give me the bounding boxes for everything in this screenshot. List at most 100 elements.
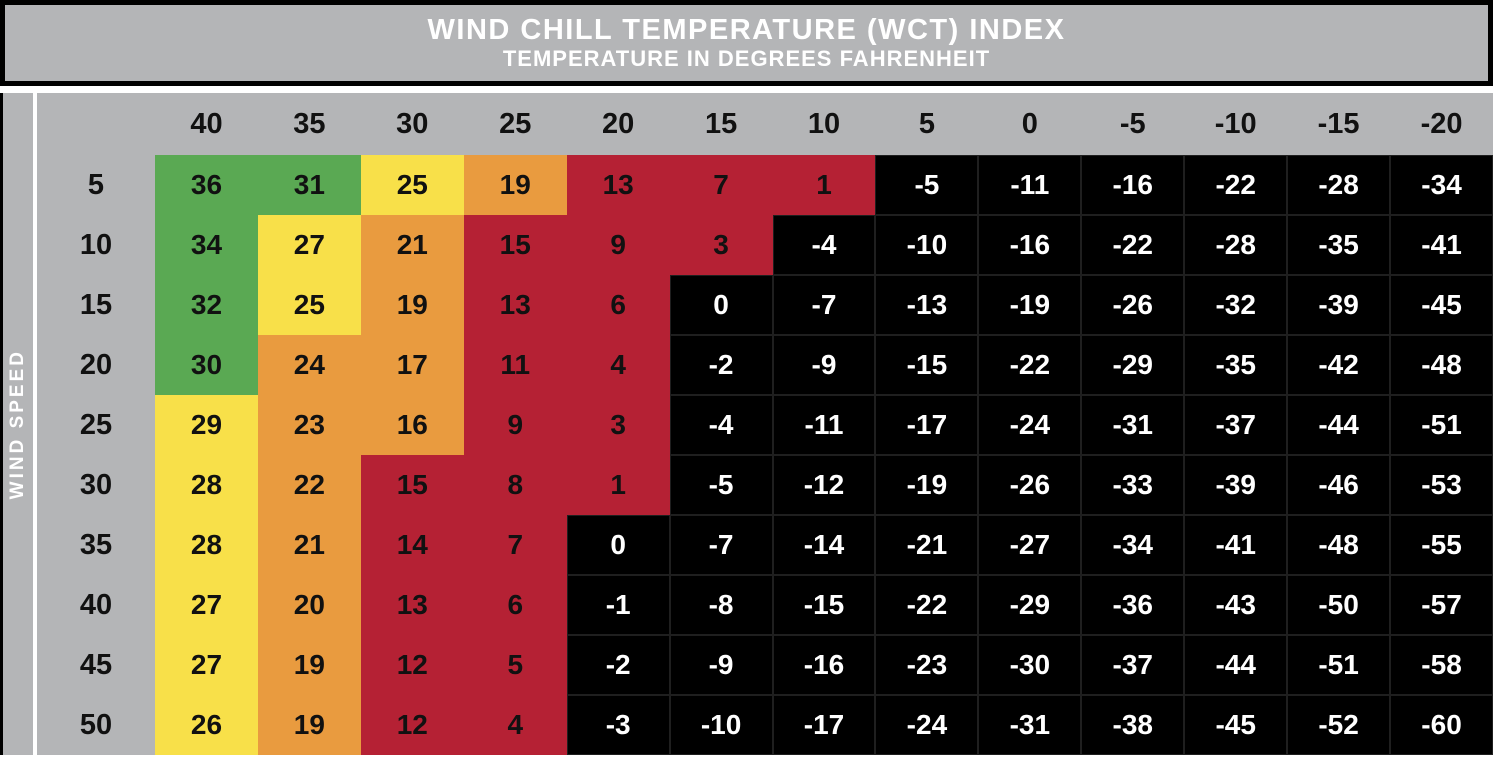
wct-cell: -9 <box>669 635 773 695</box>
wct-cell: 34 <box>155 215 258 275</box>
wct-cell: 6 <box>566 275 670 335</box>
wct-cell: 15 <box>463 215 567 275</box>
wct-cell: 3 <box>669 215 773 275</box>
wct-cell: -13 <box>875 275 979 335</box>
wct-cell: 14 <box>360 515 464 575</box>
wct-cell: -30 <box>978 635 1082 695</box>
wct-cell: -26 <box>978 455 1082 515</box>
wct-cell: 25 <box>257 275 361 335</box>
wct-cell: -42 <box>1287 335 1391 395</box>
wct-cell: 22 <box>257 455 361 515</box>
wct-cell: -22 <box>978 335 1082 395</box>
column-header: -20 <box>1390 93 1493 155</box>
column-header: -15 <box>1287 93 1391 155</box>
wct-cell: 5 <box>463 635 567 695</box>
wct-cell: -15 <box>875 335 979 395</box>
wct-cell: 13 <box>566 155 670 215</box>
wct-cell: -35 <box>1184 335 1288 395</box>
wct-cell: 13 <box>360 575 464 635</box>
wct-cell: -52 <box>1287 695 1391 755</box>
column-header: 0 <box>978 93 1082 155</box>
wct-cell: 32 <box>155 275 258 335</box>
wct-cell: -51 <box>1390 395 1493 455</box>
row-label: 45 <box>37 635 155 695</box>
wct-cell: -4 <box>772 215 876 275</box>
wct-cell: -38 <box>1081 695 1185 755</box>
wind-speed-sidebar: WIND SPEED <box>3 93 33 755</box>
wct-cell: 9 <box>566 215 670 275</box>
wct-cell: -29 <box>1081 335 1185 395</box>
wct-cell: -44 <box>1184 635 1288 695</box>
wct-cell: -2 <box>669 335 773 395</box>
wct-cell: 27 <box>257 215 361 275</box>
wct-cell: -26 <box>1081 275 1185 335</box>
wct-cell: -29 <box>978 575 1082 635</box>
wct-cell: -3 <box>566 695 670 755</box>
wct-cell: -27 <box>978 515 1082 575</box>
wct-cell: 15 <box>360 455 464 515</box>
wct-cell: 29 <box>155 395 258 455</box>
wct-cell: 27 <box>155 575 258 635</box>
row-label: 20 <box>37 335 155 395</box>
wct-cell: -31 <box>1081 395 1185 455</box>
wct-cell: -9 <box>772 335 876 395</box>
wct-cell: 27 <box>155 635 258 695</box>
wct-cell: -35 <box>1287 215 1391 275</box>
wct-cell: -48 <box>1287 515 1391 575</box>
wct-cell: -51 <box>1287 635 1391 695</box>
wct-cell: -34 <box>1081 515 1185 575</box>
column-header: -10 <box>1184 93 1288 155</box>
wct-cell: 19 <box>463 155 567 215</box>
wct-cell: -22 <box>1184 155 1288 215</box>
wct-cell: 13 <box>463 275 567 335</box>
wct-cell: 31 <box>257 155 361 215</box>
row-label: 50 <box>37 695 155 755</box>
wct-cell: 25 <box>360 155 464 215</box>
wct-cell: -58 <box>1390 635 1493 695</box>
wct-cell: 4 <box>463 695 567 755</box>
wct-cell: -7 <box>772 275 876 335</box>
wct-cell: -11 <box>978 155 1082 215</box>
wct-cell: 17 <box>360 335 464 395</box>
wct-cell: 19 <box>360 275 464 335</box>
wct-cell: -45 <box>1184 695 1288 755</box>
title-bar: WIND CHILL TEMPERATURE (WCT) INDEX TEMPE… <box>0 0 1493 86</box>
wct-cell: 21 <box>257 515 361 575</box>
column-header: 5 <box>875 93 979 155</box>
wct-cell: 8 <box>463 455 567 515</box>
page-title: WIND CHILL TEMPERATURE (WCT) INDEX <box>427 14 1066 46</box>
column-header: 15 <box>669 93 773 155</box>
wct-cell: -16 <box>1081 155 1185 215</box>
row-label: 15 <box>37 275 155 335</box>
wct-cell: 4 <box>566 335 670 395</box>
column-header: 40 <box>155 93 258 155</box>
wct-cell: 19 <box>257 695 361 755</box>
wct-cell: -17 <box>875 395 979 455</box>
wct-cell: -31 <box>978 695 1082 755</box>
wct-cell: -24 <box>875 695 979 755</box>
wind-speed-axis-label: WIND SPEED <box>7 348 28 500</box>
wct-cell: 1 <box>566 455 670 515</box>
wct-cell: 11 <box>463 335 567 395</box>
wct-cell: -22 <box>875 575 979 635</box>
wct-cell: -24 <box>978 395 1082 455</box>
wct-cell: 26 <box>155 695 258 755</box>
wct-cell: -60 <box>1390 695 1493 755</box>
wct-cell: -4 <box>669 395 773 455</box>
wct-cell: -32 <box>1184 275 1288 335</box>
wct-cell: -50 <box>1287 575 1391 635</box>
wct-cell: -10 <box>875 215 979 275</box>
row-label: 5 <box>37 155 155 215</box>
wct-cell: -19 <box>978 275 1082 335</box>
wct-cell: -44 <box>1287 395 1391 455</box>
wct-cell: -43 <box>1184 575 1288 635</box>
wct-cell: 28 <box>155 515 258 575</box>
wct-cell: -37 <box>1184 395 1288 455</box>
wct-cell: 23 <box>257 395 361 455</box>
column-header: 35 <box>257 93 361 155</box>
row-label: 35 <box>37 515 155 575</box>
wct-cell: -11 <box>772 395 876 455</box>
wct-cell: 24 <box>257 335 361 395</box>
wct-cell: 12 <box>360 695 464 755</box>
row-label: 40 <box>37 575 155 635</box>
